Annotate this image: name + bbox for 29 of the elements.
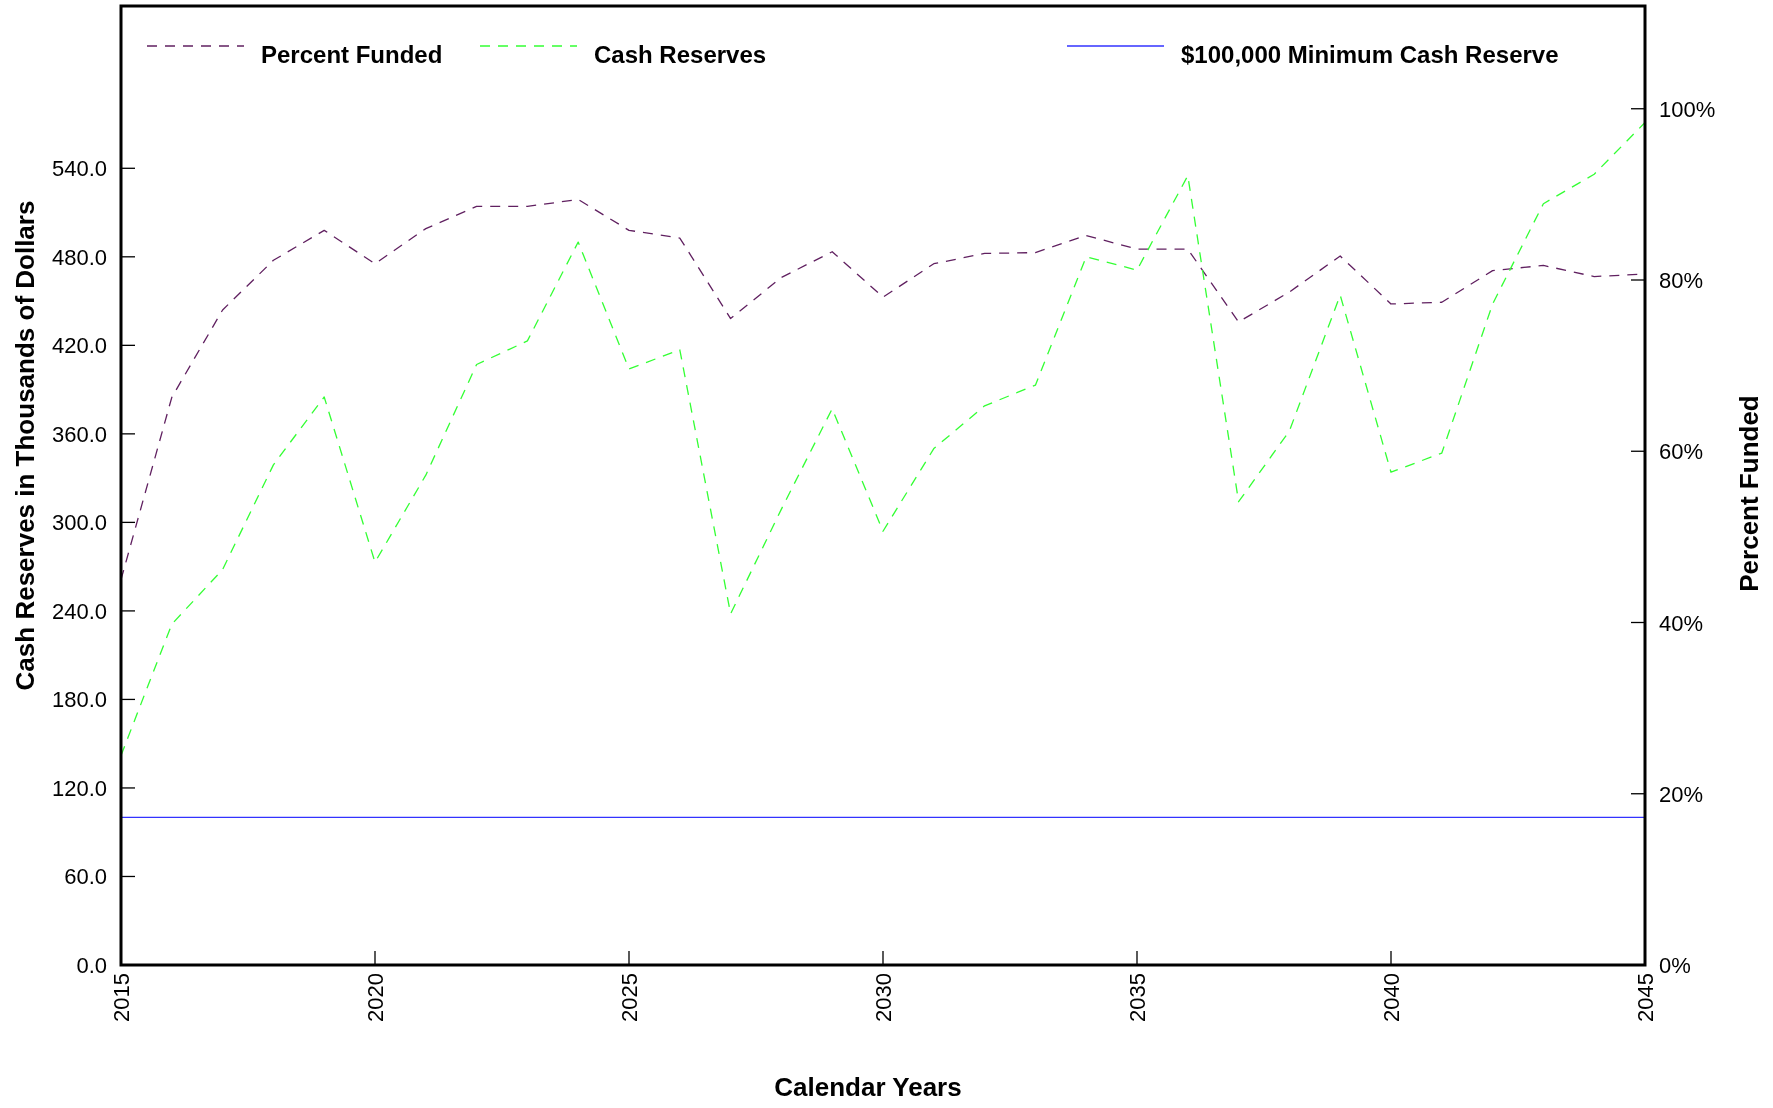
y-tick-label: 0.0	[76, 953, 107, 978]
y2-tick-label: 20%	[1659, 781, 1704, 807]
x-tick-label: 2030	[871, 973, 896, 1022]
x-tick-label: 2040	[1379, 973, 1404, 1022]
y-tick-label: 360.0	[51, 421, 107, 447]
x-tick-label: 2045	[1633, 973, 1658, 1022]
y2-tick-label: 40%	[1659, 610, 1704, 636]
y2-tick-label: 80%	[1659, 268, 1704, 293]
y-tick-label: 120.0	[51, 775, 107, 801]
y2-tick-label: 60%	[1659, 439, 1704, 465]
x-tick-label: 2015	[109, 973, 134, 1022]
y-tick-label: 480.0	[51, 244, 107, 270]
y-tick-label: 60.0	[64, 864, 107, 890]
y2-tick-label: 0%	[1659, 953, 1691, 978]
legend-label: $100,000 Minimum Cash Reserve	[1181, 41, 1559, 68]
y-tick-label: 240.0	[51, 598, 107, 624]
legend-label: Cash Reserves	[594, 41, 767, 68]
y2-tick-label: 100%	[1659, 96, 1716, 122]
x-tick-label: 2035	[1125, 973, 1150, 1022]
y-tick-label: 540.0	[51, 156, 107, 182]
legend-label: Percent Funded	[261, 41, 443, 68]
x-tick-label: 2020	[363, 973, 388, 1022]
y-axis-title: Cash Reserves in Thousands of Dollars	[10, 200, 40, 691]
y-tick-label: 420.0	[51, 333, 107, 359]
x-tick-label: 2025	[617, 973, 642, 1022]
y2-axis-title: Percent Funded	[1734, 395, 1764, 592]
y-tick-label: 300.0	[51, 510, 107, 536]
x-axis-title: Calendar Years	[774, 1072, 962, 1102]
y-tick-label: 180.0	[51, 687, 107, 713]
